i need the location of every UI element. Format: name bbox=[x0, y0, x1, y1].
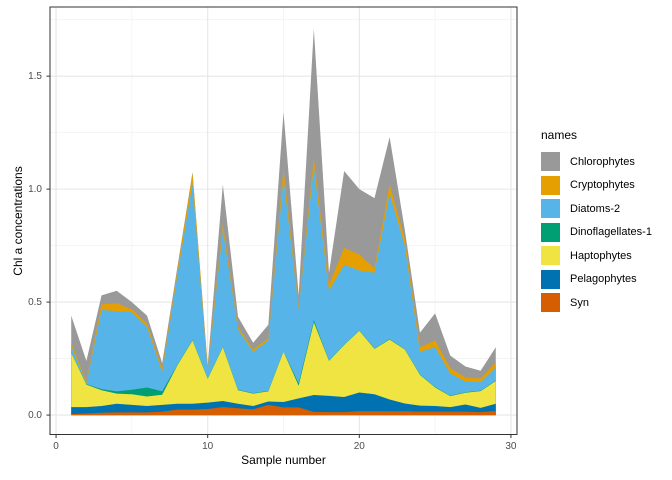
y-tick-label-1.0: 1.0 bbox=[28, 184, 42, 196]
area-syn bbox=[71, 404, 496, 416]
legend-label-dinoflagellates-1: Dinoflagellates-1 bbox=[570, 226, 652, 238]
legend-label-haptophytes: Haptophytes bbox=[570, 249, 632, 262]
y-tick-label-0.5: 0.5 bbox=[28, 297, 42, 309]
legend: names Chlorophytes Cryptophytes Diatoms-2 D… bbox=[541, 128, 652, 317]
legend-swatch-haptophytes bbox=[541, 246, 560, 265]
legend-item-dinoflagellates-1: Dinoflagellates-1 bbox=[541, 222, 652, 242]
legend-item-cryptophytes: Cryptophytes bbox=[541, 175, 652, 195]
legend-swatch-pelagophytes bbox=[541, 269, 560, 289]
legend-label-cryptophytes: Cryptophytes bbox=[570, 179, 635, 191]
legend-item-haptophytes: Haptophytes bbox=[541, 246, 652, 265]
y-axis-title: Chl a concentrations bbox=[11, 166, 25, 276]
x-tick-label-20: 20 bbox=[353, 441, 365, 452]
legend-item-pelagophytes: Pelagophytes bbox=[541, 269, 652, 289]
legend-item-diatoms-2: Diatoms-2 bbox=[541, 199, 652, 218]
legend-label-diatoms-2: Diatoms-2 bbox=[570, 202, 621, 215]
legend-item-chlorophytes: Chlorophytes bbox=[541, 152, 652, 171]
legend-item-syn: Syn bbox=[541, 293, 652, 312]
x-tick-label-0: 0 bbox=[53, 441, 59, 452]
legend-label-chlorophytes: Chlorophytes bbox=[570, 155, 635, 168]
area-haptophytes bbox=[71, 322, 496, 416]
legend-label-syn: Syn bbox=[570, 296, 589, 309]
x-tick-label-30: 30 bbox=[505, 441, 517, 452]
legend-swatch-cryptophytes bbox=[541, 175, 560, 195]
legend-title: names bbox=[541, 128, 578, 142]
panel-border bbox=[49, 6, 518, 435]
legend-swatch-diatoms-2 bbox=[541, 199, 560, 218]
legend-swatch-chlorophytes bbox=[541, 152, 560, 171]
x-axis-title: Sample number bbox=[241, 453, 326, 467]
y-tick-label-0.0: 0.0 bbox=[28, 410, 42, 422]
y-tick-label-1.5: 1.5 bbox=[28, 71, 42, 83]
legend-swatch-syn bbox=[541, 293, 560, 312]
area-pelagophytes bbox=[71, 392, 496, 416]
legend-items: Chlorophytes Cryptophytes Diatoms-2 Dinofla… bbox=[541, 152, 652, 312]
legend-swatch-dinoflagellates-1 bbox=[541, 222, 560, 242]
legend-label-pelagophytes: Pelagophytes bbox=[570, 273, 637, 285]
x-tick-label-10: 10 bbox=[202, 441, 214, 452]
